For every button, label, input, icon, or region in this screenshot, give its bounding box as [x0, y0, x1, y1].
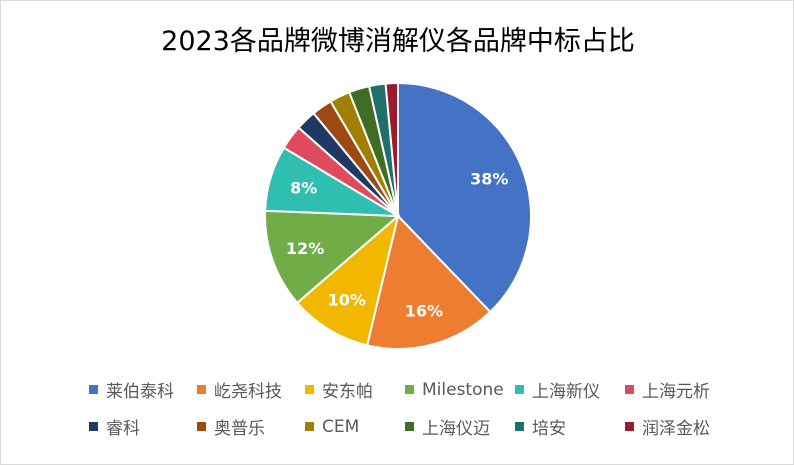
legend-label: 培安 [532, 419, 566, 439]
legend-swatch [89, 385, 98, 394]
pie-slice-3 [264, 209, 401, 305]
legend-label: 屹尧科技 [214, 382, 282, 402]
legend: 莱伯泰科 屹尧科技 安东帕 Milestone 上海新仪 上海元析睿科 奥普乐 CEM 上海仪迈… [89, 377, 739, 439]
legend-label: 上海新仪 [532, 382, 600, 402]
legend-label: 上海元析 [642, 382, 710, 402]
legend-item-3: Milestone [405, 377, 515, 402]
legend-item-8: CEM [305, 414, 405, 439]
pie-slice-1 [365, 213, 492, 350]
legend-label: 奥普乐 [214, 419, 265, 439]
legend-swatch [625, 422, 634, 431]
legend-swatch [405, 385, 414, 394]
legend-item-5: 上海元析 [625, 377, 725, 402]
data-label-4: 8% [290, 178, 317, 197]
legend-swatch [197, 422, 206, 431]
legend-label: 润泽金松 [642, 419, 710, 439]
pie-slice-11 [384, 81, 399, 217]
pie-slice-0 [397, 81, 532, 314]
legend-item-2: 安东帕 [305, 377, 405, 402]
legend-label: 莱伯泰科 [106, 382, 174, 402]
legend-item-7: 奥普乐 [197, 414, 305, 439]
legend-swatch [305, 385, 314, 394]
data-label-0: 38% [470, 170, 508, 189]
legend-item-9: 上海仪迈 [405, 414, 515, 439]
legend-label: 上海仪迈 [422, 419, 490, 439]
legend-label: 安东帕 [322, 382, 373, 402]
legend-swatch [515, 422, 524, 431]
data-label-2: 10% [328, 291, 366, 310]
legend-swatch [405, 422, 414, 431]
legend-label: Milestone [422, 379, 504, 400]
legend-label: 睿科 [106, 419, 140, 439]
legend-swatch [515, 385, 524, 394]
legend-item-10: 培安 [515, 414, 625, 439]
legend-label: CEM [322, 416, 360, 437]
legend-swatch [305, 422, 314, 431]
data-label-1: 16% [405, 301, 443, 320]
legend-swatch [197, 385, 206, 394]
data-label-3: 12% [286, 239, 324, 258]
legend-swatch [625, 385, 634, 394]
legend-item-1: 屹尧科技 [197, 377, 305, 402]
legend-item-11: 润泽金松 [625, 414, 725, 439]
legend-swatch [89, 422, 98, 431]
pie-slice-2 [295, 213, 400, 347]
legend-item-6: 睿科 [89, 414, 197, 439]
legend-item-0: 莱伯泰科 [89, 377, 197, 402]
legend-item-4: 上海新仪 [515, 377, 625, 402]
chart-title: 2023各品牌微博消解仪各品牌中标占比 [161, 26, 635, 57]
